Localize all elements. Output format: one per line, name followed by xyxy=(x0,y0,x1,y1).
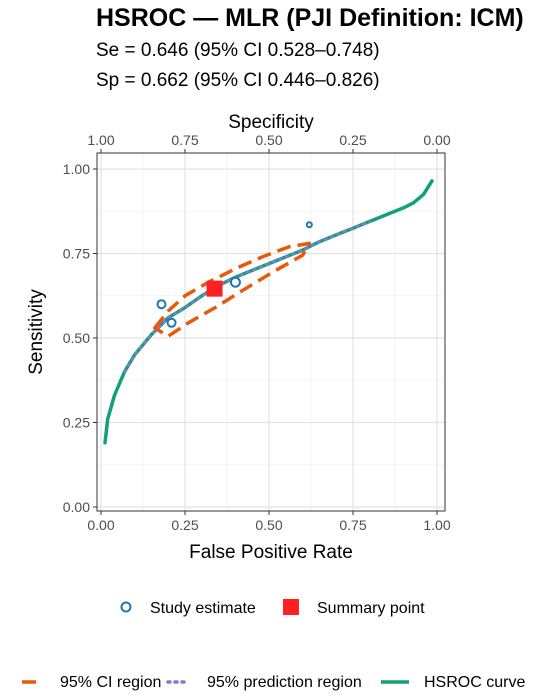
y-axis-title: Sensitivity xyxy=(26,289,47,375)
series-layer xyxy=(103,179,434,445)
legend-ci-label: 95% CI region xyxy=(60,674,161,691)
study-estimate-point xyxy=(166,317,177,328)
ci-region xyxy=(153,241,312,339)
legend-prediction-label: 95% prediction region xyxy=(207,674,362,691)
x-tick-label: 0.50 xyxy=(255,517,282,533)
study-estimate-point xyxy=(229,276,241,288)
chart-title: HSROC — MLR (PJI Definition: ICM) xyxy=(96,4,524,32)
study-estimate-point xyxy=(305,221,313,229)
y-tick-label: 0.50 xyxy=(63,330,90,346)
x-tick-label: 1.00 xyxy=(423,517,450,533)
y-tick-label: 0.00 xyxy=(63,499,90,515)
x2-tick-label: 0.00 xyxy=(423,132,450,148)
legend-study-label: Study estimate xyxy=(150,600,256,617)
axis-ticks: 0.00 1.00 0.00 0.25 0.75 0.25 0.50 0.50 0.50 0.75… xyxy=(63,132,451,533)
y-tick-label: 1.00 xyxy=(63,161,90,177)
x2-tick-label: 0.25 xyxy=(339,132,366,148)
summary-point xyxy=(206,280,223,297)
specificity-summary: Sp = 0.662 (95% CI 0.446–0.826) xyxy=(96,70,380,91)
plot-panel-border xyxy=(96,152,446,512)
y-tick-label: 0.75 xyxy=(63,246,90,262)
x2-tick-label: 1.00 xyxy=(87,132,114,148)
x-tick-label: 0.00 xyxy=(87,517,114,533)
grid-lines xyxy=(97,153,445,511)
legend-summary-symbol xyxy=(283,599,299,615)
prediction-region xyxy=(123,220,372,374)
legend-study-symbol xyxy=(120,601,132,613)
y-tick-label: 0.25 xyxy=(63,415,90,431)
x2-axis-title: Specificity xyxy=(228,112,314,133)
x2-tick-label: 0.50 xyxy=(255,132,282,148)
x-tick-label: 0.75 xyxy=(339,517,366,533)
study-estimate-point xyxy=(156,299,167,310)
x-axis-title: False Positive Rate xyxy=(189,542,353,563)
x2-tick-label: 0.75 xyxy=(171,132,198,148)
legend-hsroc-label: HSROC curve xyxy=(424,674,525,691)
sensitivity-summary: Se = 0.646 (95% CI 0.528–0.748) xyxy=(96,40,380,61)
x-tick-label: 0.25 xyxy=(171,517,198,533)
legend-summary-label: Summary point xyxy=(317,600,425,617)
